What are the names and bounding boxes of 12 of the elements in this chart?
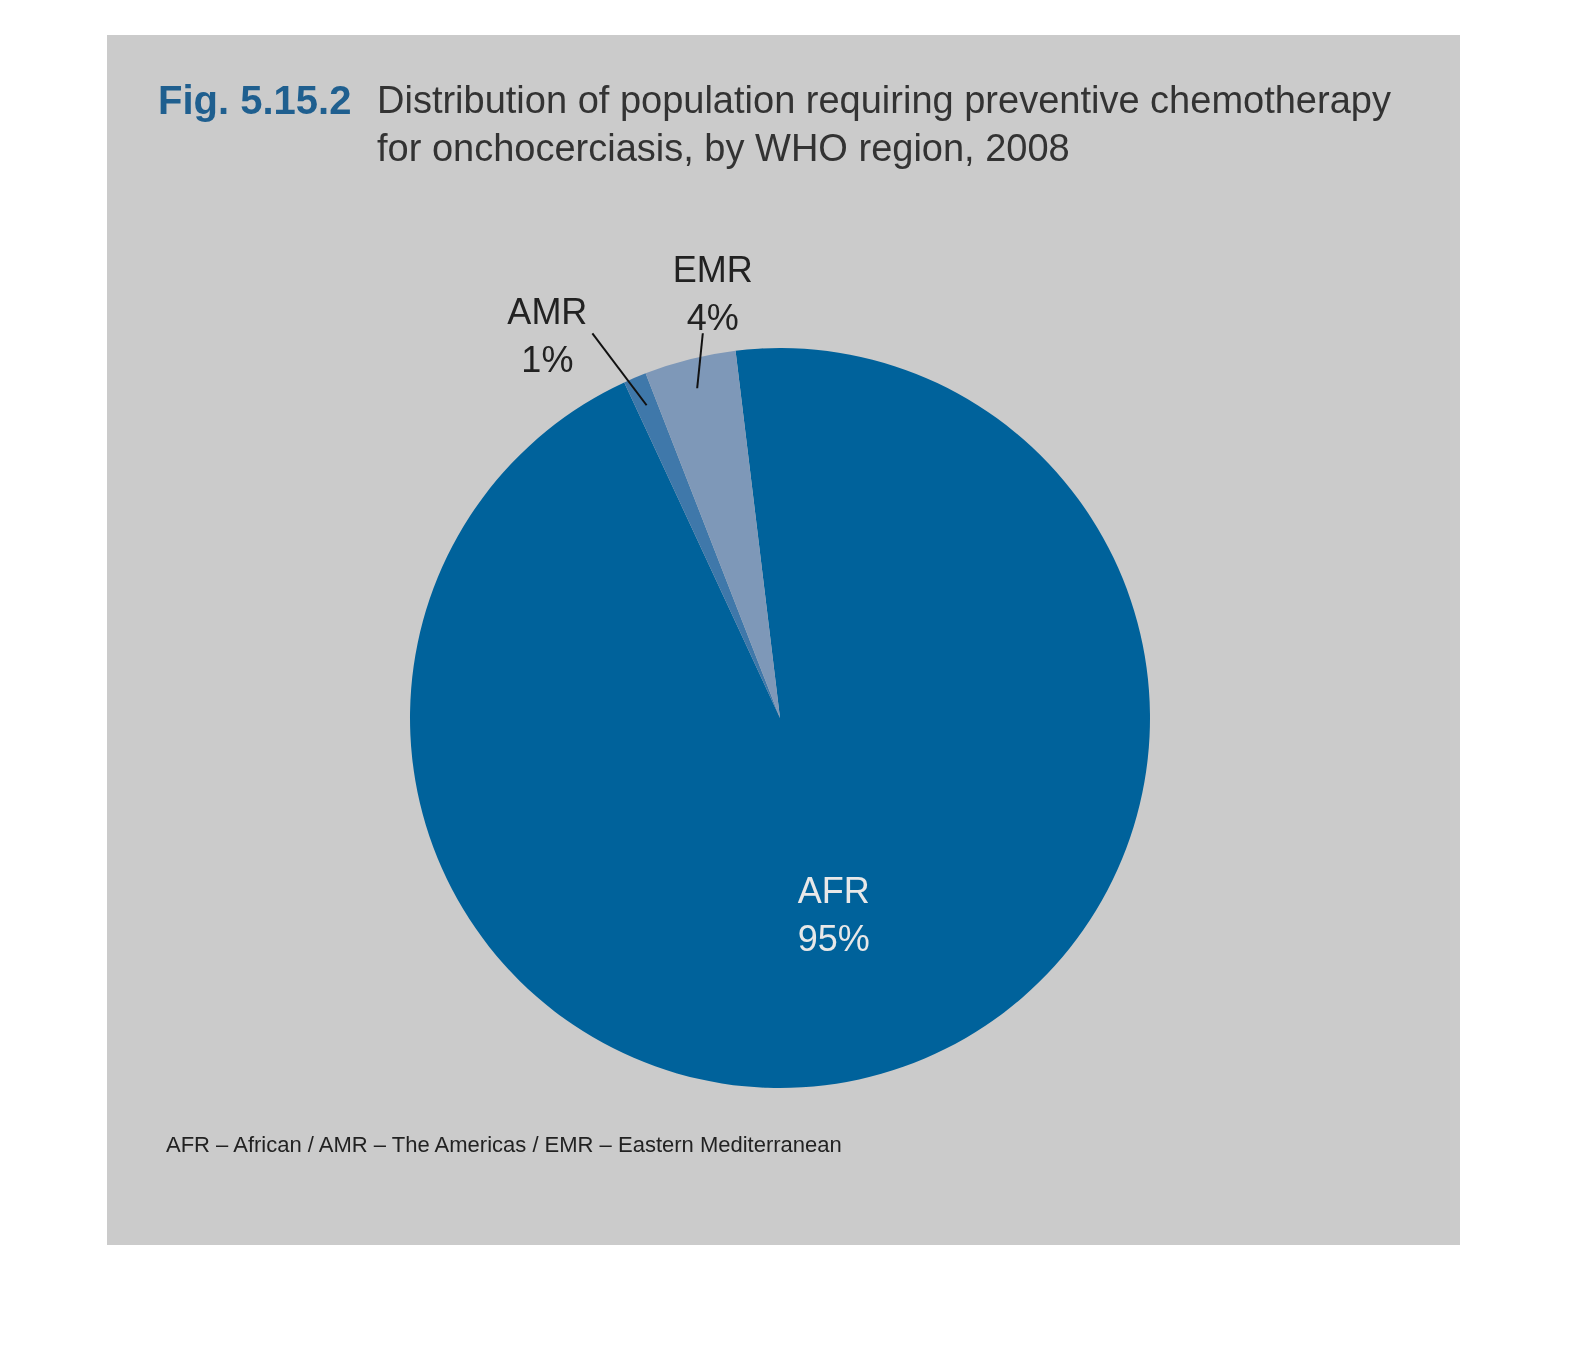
- pie-slice: [410, 348, 1150, 1088]
- data-label: 95%: [797, 917, 870, 959]
- pie-slice: [645, 350, 780, 718]
- slice-label: EMR: [672, 249, 753, 291]
- chart-subtitle: Distribution of population requiring preventive chemotherapy for onchocerciasis, by WHO region, 2008: [377, 79, 1391, 169]
- data-label: 1%: [521, 339, 574, 381]
- slice-label: AFR: [797, 869, 870, 911]
- slice-label: AMR: [507, 291, 588, 333]
- data-label: 4%: [686, 297, 739, 339]
- chart-title: Fig. 5.15.2: [158, 78, 352, 122]
- pie-slice: [624, 373, 780, 718]
- text: AFR – African / AMR – The Americas / EMR – Eastern Mediterranean: [166, 1132, 842, 1157]
